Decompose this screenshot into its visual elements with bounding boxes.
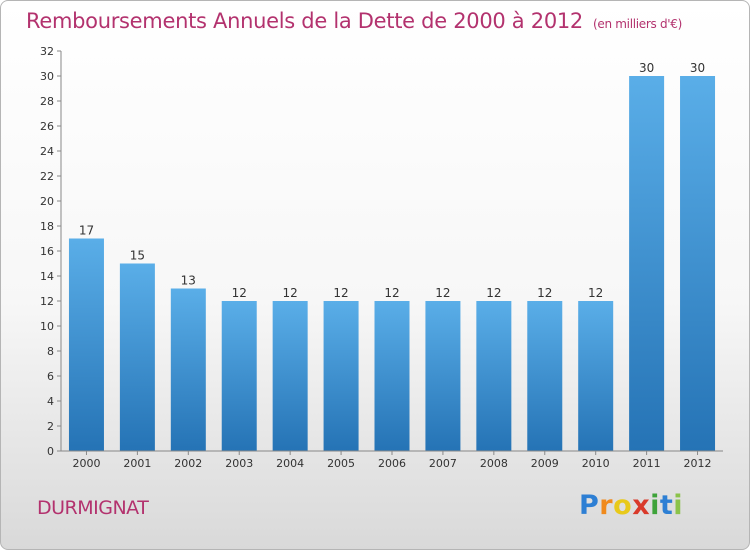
logo-letter: o (613, 490, 633, 521)
y-tick-label: 28 (40, 95, 54, 108)
bar-2007 (425, 301, 461, 451)
bar-2011 (629, 76, 665, 451)
x-tick-label-2002: 2002 (174, 457, 202, 470)
y-tick-label: 24 (40, 145, 54, 158)
x-tick-label-2003: 2003 (225, 457, 253, 470)
y-tick-label: 10 (40, 320, 54, 333)
x-axis: 2000 2001 2002 2003 2004 2005 2006 2007 2008 2009… (61, 450, 723, 470)
x-tick-label-2006: 2006 (378, 457, 406, 470)
y-tick-label: 8 (47, 345, 54, 358)
bar-2004 (272, 301, 308, 451)
data-label-2010: 12 (588, 286, 603, 300)
bar-2000 (68, 238, 104, 451)
y-tick-label: 30 (40, 70, 54, 83)
bar-2009 (527, 301, 563, 451)
place-name: DURMIGNAT (37, 497, 149, 519)
data-label-2008: 12 (486, 286, 501, 300)
logo-letter: t (659, 490, 674, 521)
x-tick-label-2008: 2008 (480, 457, 508, 470)
data-label-2005: 12 (333, 286, 348, 300)
logo-letter: r (599, 490, 614, 521)
chart-title-text: Remboursements Annuels de la Dette de 20… (26, 9, 583, 33)
x-tick-label-2011: 2011 (633, 457, 661, 470)
logo-letter: P (579, 490, 600, 521)
x-tick-label-2001: 2001 (123, 457, 151, 470)
chart-unit-note: (en milliers d'€) (593, 17, 683, 31)
data-label-2001: 15 (130, 249, 145, 263)
logo-letter: i (650, 490, 660, 521)
data-label-2002: 13 (181, 274, 196, 288)
x-tick-label-2010: 2010 (582, 457, 610, 470)
bar-2008 (476, 301, 512, 451)
y-tick-label: 26 (40, 120, 54, 133)
bar-2005 (323, 301, 359, 451)
x-tick-label-2007: 2007 (429, 457, 457, 470)
chart-title: Remboursements Annuels de la Dette de 20… (26, 9, 682, 33)
y-tick-label: 32 (40, 45, 54, 58)
y-tick-label: 4 (47, 395, 54, 408)
data-label-2006: 12 (384, 286, 399, 300)
bars: 17 15 13 12 12 12 12 12 12 12 12 30 30 (68, 61, 716, 451)
data-label-2004: 12 (283, 286, 298, 300)
proxiti-logo: Proxiti (579, 490, 683, 521)
bar-2001 (119, 263, 155, 451)
x-tick-label-2004: 2004 (276, 457, 304, 470)
x-tick-label-2009: 2009 (531, 457, 559, 470)
y-tick-label: 2 (47, 420, 54, 433)
y-tick-label: 12 (40, 295, 54, 308)
y-tick-label: 6 (47, 370, 54, 383)
bar-2002 (170, 288, 206, 451)
data-label-2012: 30 (690, 61, 705, 75)
x-tick-label-2000: 2000 (72, 457, 100, 470)
data-label-2000: 17 (79, 224, 94, 238)
x-tick-label-2005: 2005 (327, 457, 355, 470)
bar-2006 (374, 301, 410, 451)
y-tick-label: 18 (40, 220, 54, 233)
data-label-2009: 12 (537, 286, 552, 300)
y-tick-label: 20 (40, 195, 54, 208)
y-tick-label: 0 (47, 445, 54, 458)
x-tick-label-2012: 2012 (684, 457, 712, 470)
data-label-2003: 12 (232, 286, 247, 300)
y-tick-label: 22 (40, 170, 54, 183)
y-tick-label: 16 (40, 245, 54, 258)
y-tick-label: 14 (40, 270, 54, 283)
bar-2010 (578, 301, 614, 451)
bar-2003 (221, 301, 257, 451)
data-label-2007: 12 (435, 286, 450, 300)
logo-letter: x (632, 490, 651, 521)
data-label-2011: 30 (639, 61, 654, 75)
bar-2012 (680, 76, 716, 451)
logo-letter: i (673, 490, 684, 521)
